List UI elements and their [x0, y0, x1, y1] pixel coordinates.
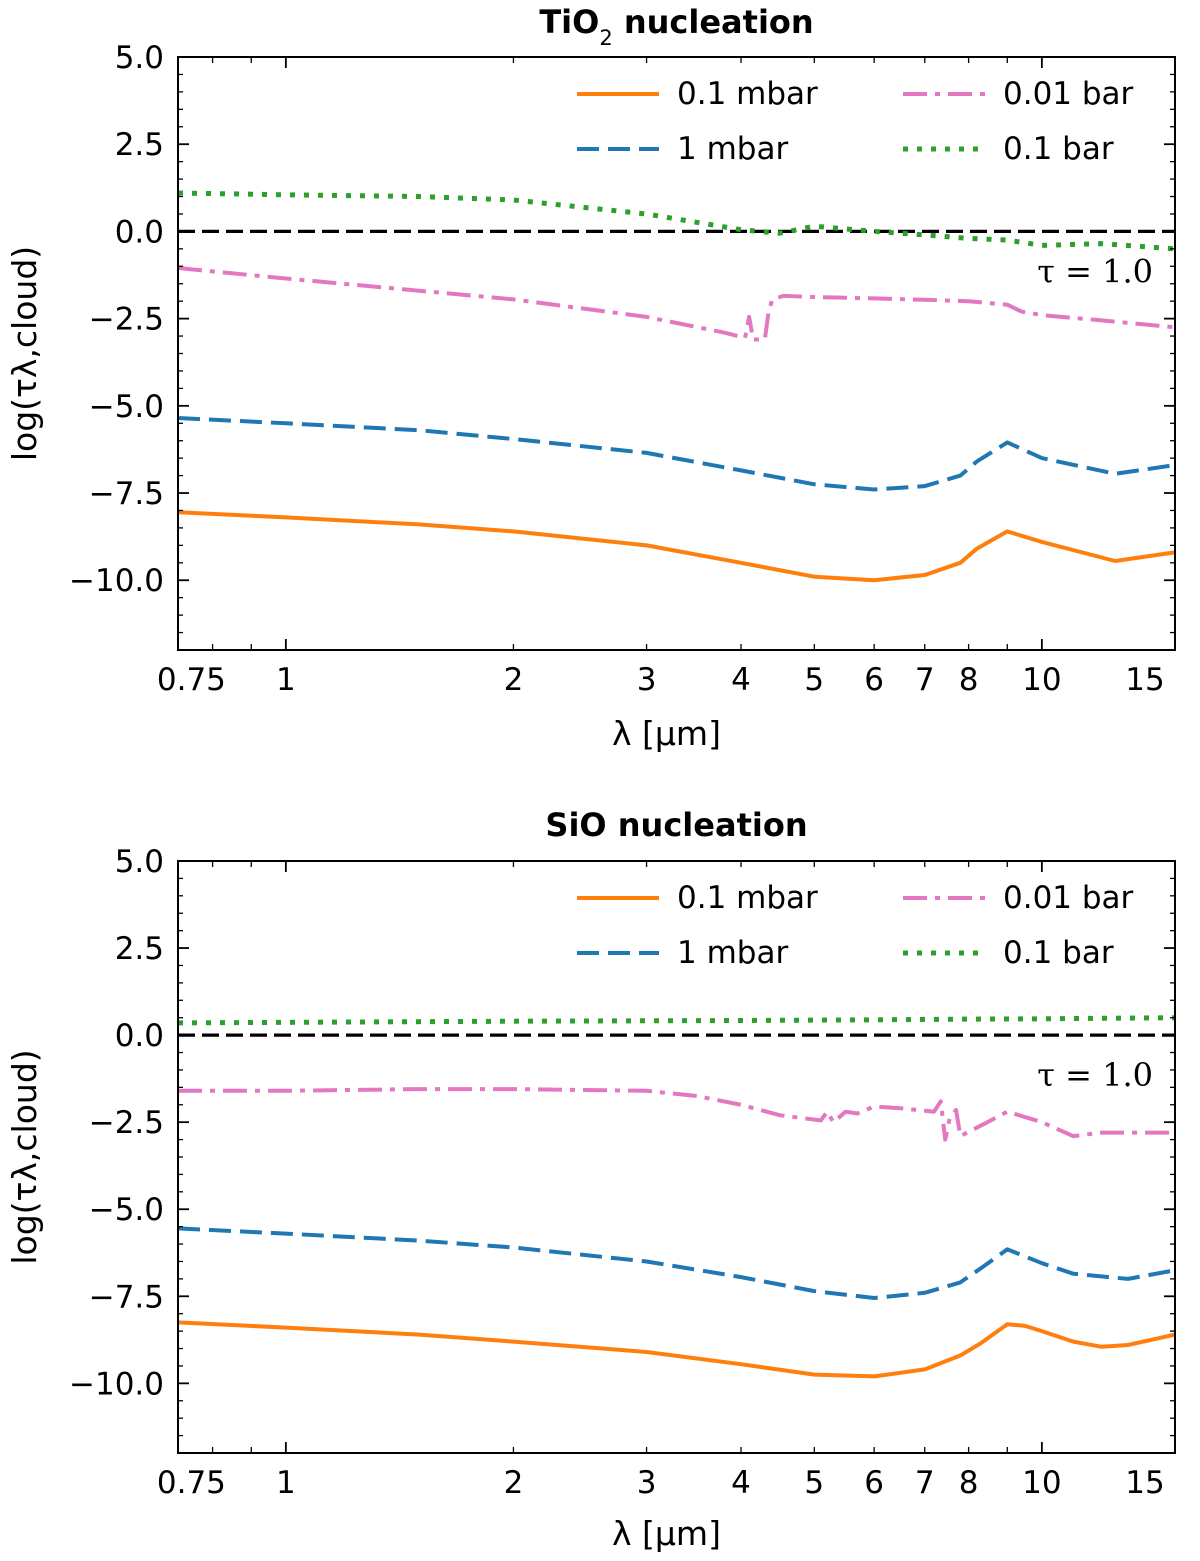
x-tick-label: 1: [276, 662, 296, 698]
y-tick-label: −7.5: [89, 476, 164, 512]
x-tick-label: 2: [504, 1465, 524, 1501]
x-tick-label: 7: [915, 662, 935, 698]
series-line-0-1-bar: [178, 1015, 1175, 1026]
y-axis-label: log(τλ,cloud): [5, 246, 44, 461]
x-tick-label: 2: [504, 662, 524, 698]
chart-title: TiO2 nucleation: [539, 3, 813, 50]
series-line-0-01-bar: [178, 266, 1175, 342]
x-tick-label: 0.75: [157, 662, 226, 698]
x-tick-label: 15: [1125, 662, 1164, 698]
y-tick-label: 5.0: [115, 844, 164, 880]
x-tick-label: 10: [1022, 1465, 1061, 1501]
chart-title-rest: nucleation: [613, 3, 814, 41]
series-line-0-1-mbar: [178, 510, 1175, 583]
x-tick-label: 8: [959, 662, 979, 698]
series-group: [178, 190, 1175, 583]
panel-sio: SiO nucleation τ = 1.0 5.0 2.5 0.0 −2.5 −5.0 −7…: [5, 806, 1176, 1553]
y-tick-label: −10.0: [69, 1366, 164, 1402]
x-tick-label: 5: [804, 1465, 824, 1501]
x-tick-label: 6: [864, 662, 884, 698]
y-tick-label: 5.0: [115, 40, 164, 76]
legend-label: 0.1 bar: [1003, 935, 1114, 971]
legend-label: 1 mbar: [677, 935, 788, 971]
series-line-0-1-bar: [178, 190, 1175, 252]
y-tick-label: 0.0: [115, 1018, 164, 1054]
x-tick-label: 7: [915, 1465, 935, 1501]
x-axis-label: λ [μm]: [612, 1514, 721, 1553]
chart-title-main: TiO: [539, 3, 599, 41]
series-line-1-mbar: [178, 416, 1175, 492]
y-tick-label: −5.0: [89, 389, 164, 425]
legend-label: 0.1 mbar: [677, 76, 818, 112]
x-axis-label: λ [μm]: [612, 714, 721, 753]
series-line-0-01-bar: [178, 1087, 1175, 1142]
series-line-0-1-mbar: [178, 1320, 1175, 1379]
x-tick-label: 15: [1125, 1465, 1164, 1501]
y-axis-label: log(τλ,cloud): [5, 1049, 44, 1264]
y-tick-label: −2.5: [89, 1105, 164, 1141]
chart-title-subscript: 2: [599, 26, 612, 50]
legend-label: 0.1 mbar: [677, 880, 818, 916]
y-tick-label: 2.5: [115, 127, 164, 163]
x-tick-label: 10: [1022, 662, 1061, 698]
legend-label: 0.1 bar: [1003, 131, 1114, 167]
x-tick-label: 4: [731, 662, 751, 698]
legend-label: 1 mbar: [677, 131, 788, 167]
x-tick-label: 1: [276, 1465, 296, 1501]
y-tick-label: −7.5: [89, 1279, 164, 1315]
y-tick-label: −5.0: [89, 1192, 164, 1228]
y-tick-label: −10.0: [69, 563, 164, 599]
series-line-1-mbar: [178, 1226, 1175, 1300]
x-tick-label: 5: [804, 662, 824, 698]
x-tick-label: 3: [637, 662, 657, 698]
legend-label: 0.01 bar: [1003, 880, 1134, 916]
chart-title: SiO nucleation: [545, 806, 807, 844]
reference-line-label: τ = 1.0: [1037, 252, 1153, 290]
y-tick-label: 2.5: [115, 931, 164, 967]
x-tick-label: 4: [731, 1465, 751, 1501]
x-tick-label: 3: [637, 1465, 657, 1501]
legend-label: 0.01 bar: [1003, 76, 1134, 112]
chart-title-main: SiO nucleation: [545, 806, 807, 844]
x-tick-label: 0.75: [157, 1465, 226, 1501]
y-tick-label: −2.5: [89, 302, 164, 338]
x-tick-label: 8: [959, 1465, 979, 1501]
series-group: [178, 1015, 1175, 1379]
reference-line-label: τ = 1.0: [1037, 1056, 1153, 1094]
x-tick-label: 6: [864, 1465, 884, 1501]
y-tick-label: 0.0: [115, 214, 164, 250]
